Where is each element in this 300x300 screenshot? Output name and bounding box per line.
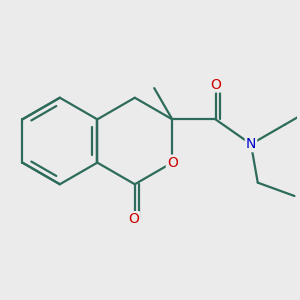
Text: N: N — [246, 137, 256, 151]
Text: O: O — [167, 156, 178, 170]
Text: O: O — [210, 77, 221, 92]
Text: O: O — [128, 212, 139, 226]
